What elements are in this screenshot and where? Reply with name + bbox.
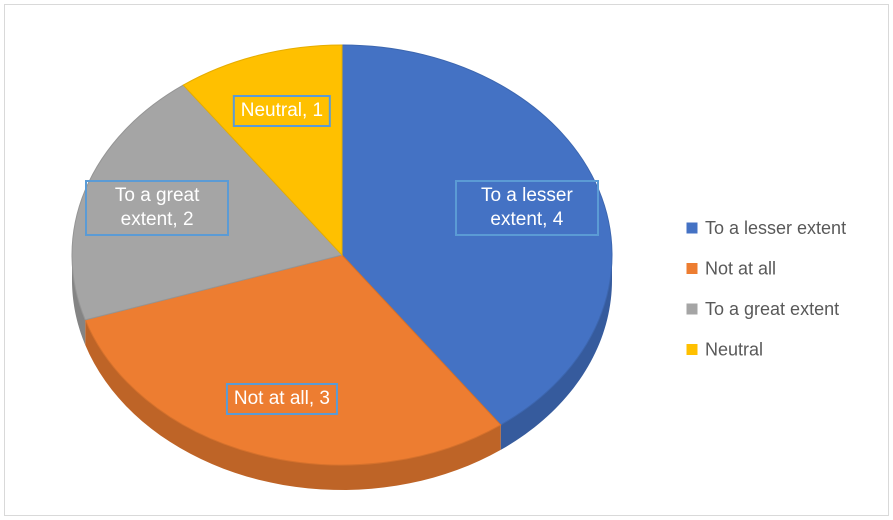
legend-label: To a lesser extent: [705, 218, 846, 238]
slice-side: [85, 319, 501, 490]
data-label: Not at all, 3: [225, 382, 338, 415]
data-label: To a great extent, 2: [85, 180, 230, 237]
legend-swatch: [685, 221, 699, 235]
data-label: To a lesser extent, 4: [454, 180, 599, 237]
slice-side: [500, 255, 612, 450]
legend-label: Not at all: [705, 258, 776, 278]
legend-label: To a great extent: [705, 299, 839, 319]
legend-label: Neutral: [705, 339, 763, 359]
legend-swatch: [685, 262, 699, 275]
slice-side: [72, 255, 86, 345]
slice: [182, 44, 343, 257]
data-label: Neutral, 1: [232, 95, 332, 128]
legend-swatch: [685, 302, 699, 316]
legend-swatch: [685, 343, 699, 356]
slice: [84, 254, 502, 466]
